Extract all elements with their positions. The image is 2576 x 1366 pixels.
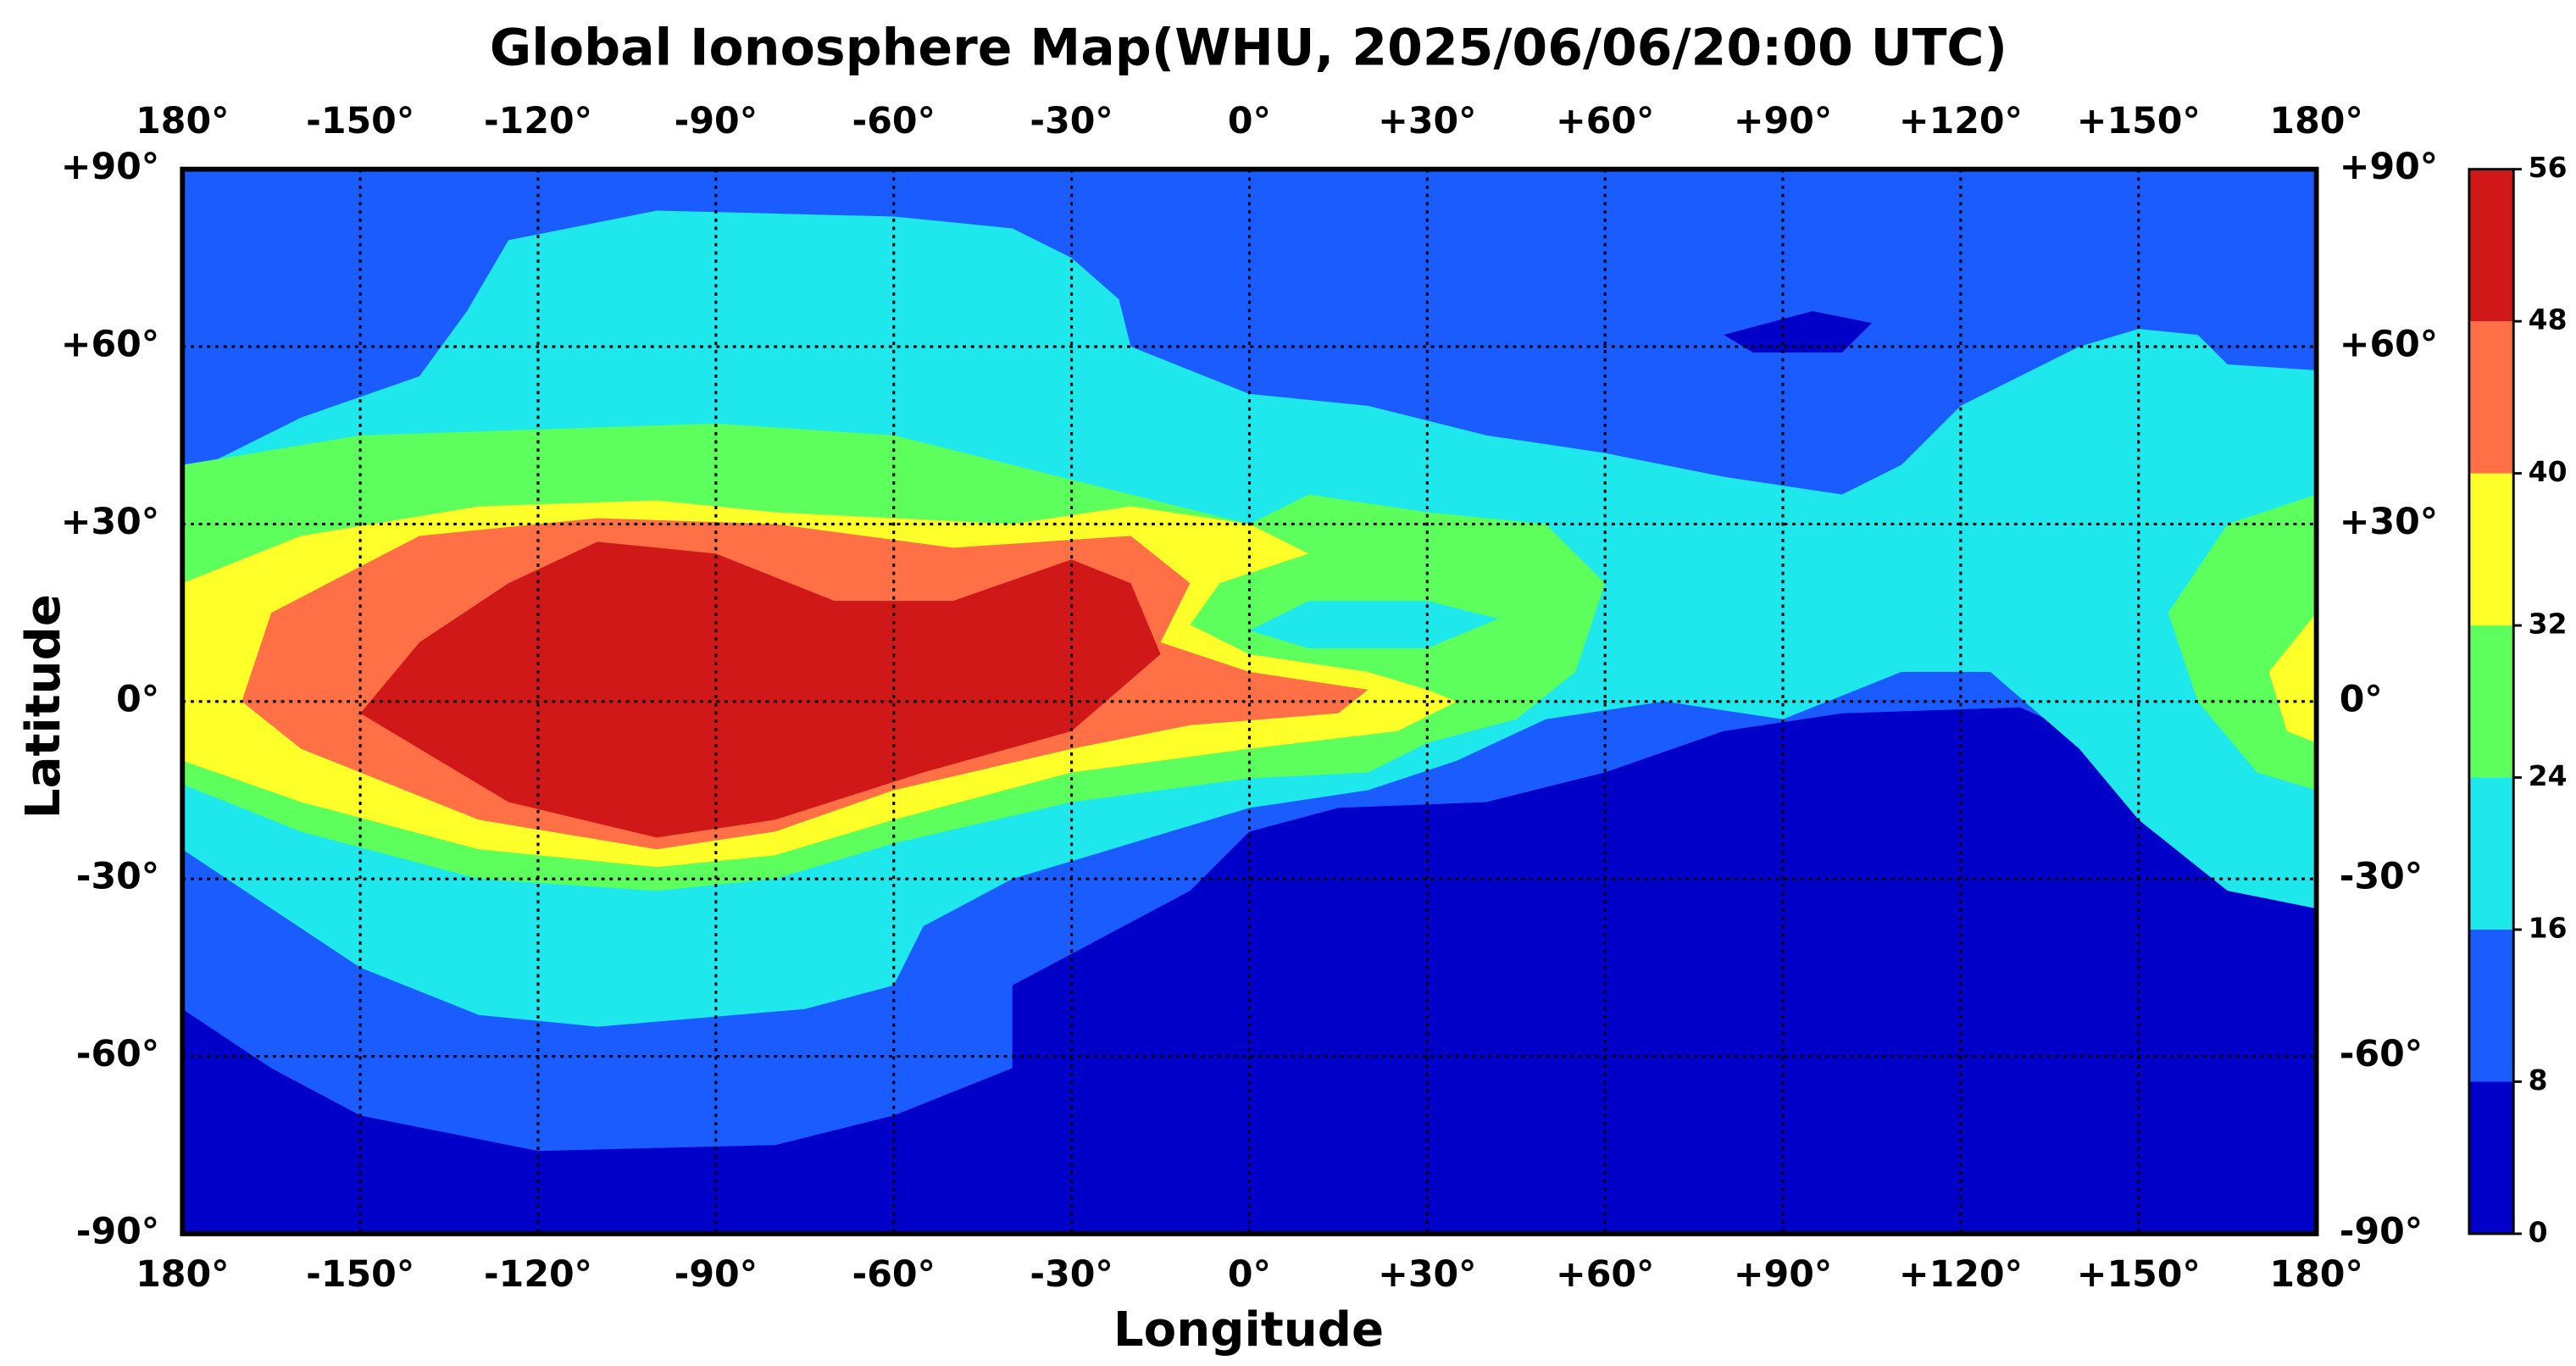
- colorbar-label: 24: [2529, 759, 2568, 792]
- x-tick-label: -90°: [675, 1253, 758, 1296]
- contour-region: [2168, 494, 2317, 791]
- plot-frame: [180, 166, 2319, 1236]
- x-tick-label: -150°: [306, 1253, 414, 1296]
- x-tick-label: -30°: [1030, 1253, 1113, 1296]
- y-tick-label: +90°: [61, 146, 159, 188]
- y-tick-label-right: -30°: [2340, 856, 2423, 898]
- x-tick-label-top: +150°: [2077, 100, 2201, 142]
- y-tick-label-right: +90°: [2340, 146, 2438, 188]
- colorbar-segment: [2468, 473, 2514, 626]
- colorbar-label: 32: [2529, 608, 2568, 641]
- y-tick-label: -60°: [76, 1033, 159, 1075]
- contour-region: [1724, 311, 1873, 353]
- y-tick-label-right: 0°: [2340, 678, 2383, 720]
- y-tick-label-right: +30°: [2340, 501, 2438, 543]
- x-axis-label: Longitude: [1113, 1302, 1384, 1358]
- y-tick-label-right: -90°: [2340, 1210, 2423, 1252]
- colorbar-segment: [2468, 930, 2514, 1082]
- x-tick-label-top: 0°: [1228, 100, 1271, 142]
- x-tick-label: 0°: [1228, 1253, 1271, 1296]
- colorbar-segment: [2468, 1081, 2514, 1234]
- colorbar-label: 56: [2529, 151, 2568, 184]
- x-tick-label: -60°: [852, 1253, 935, 1296]
- colorbar-segment: [2468, 777, 2514, 930]
- colorbar-segment: [2468, 321, 2514, 474]
- x-tick-label-top: -90°: [675, 100, 758, 142]
- contour-region: [360, 541, 1161, 838]
- x-tick-label-top: -150°: [306, 100, 414, 142]
- colorbar-segment: [2468, 169, 2514, 322]
- plot-area: [180, 166, 2319, 1236]
- x-tick-label: 180°: [136, 1253, 229, 1296]
- y-tick-label-right: +60°: [2340, 324, 2438, 366]
- y-tick-label: -30°: [76, 856, 159, 898]
- x-tick-label: +30°: [1378, 1253, 1476, 1296]
- x-tick-label-top: 180°: [2269, 100, 2362, 142]
- x-tick-label: -120°: [484, 1253, 592, 1296]
- x-tick-label: +150°: [2077, 1253, 2201, 1296]
- y-tick-label: 0°: [116, 678, 159, 720]
- x-tick-label-top: +120°: [1899, 100, 2023, 142]
- x-tick-label: +60°: [1556, 1253, 1654, 1296]
- colorbar-segment: [2468, 625, 2514, 778]
- x-tick-label-top: -120°: [484, 100, 592, 142]
- x-tick-label-top: +30°: [1378, 100, 1476, 142]
- x-tick-label-top: +90°: [1734, 100, 1832, 142]
- x-tick-label-top: -30°: [1030, 100, 1113, 142]
- colorbar-label: 40: [2529, 455, 2568, 488]
- y-tick-label-right: -60°: [2340, 1033, 2423, 1075]
- colorbar-label: 48: [2529, 303, 2568, 336]
- colorbar-frame: [2468, 168, 2515, 1236]
- contour-region: [182, 707, 2317, 1234]
- y-axis-label: Latitude: [16, 594, 71, 819]
- x-tick-label-top: +60°: [1556, 100, 1654, 142]
- chart-title: Global Ionosphere Map(WHU, 2025/06/06/20…: [490, 19, 2007, 78]
- y-tick-label: +30°: [61, 501, 159, 543]
- contour-region: [1249, 601, 1499, 648]
- x-tick-label-top: 180°: [136, 100, 229, 142]
- y-tick-label: +60°: [61, 324, 159, 366]
- y-tick-label: -90°: [76, 1210, 159, 1252]
- x-tick-label-top: -60°: [852, 100, 935, 142]
- x-tick-label: +120°: [1899, 1253, 2023, 1296]
- colorbar-label: 8: [2529, 1063, 2548, 1097]
- colorbar-label: 16: [2529, 912, 2568, 945]
- contour-region: [2268, 613, 2317, 743]
- colorbar-label: 0: [2529, 1215, 2548, 1248]
- x-tick-label: +90°: [1734, 1253, 1832, 1296]
- x-tick-label: 180°: [2269, 1253, 2362, 1296]
